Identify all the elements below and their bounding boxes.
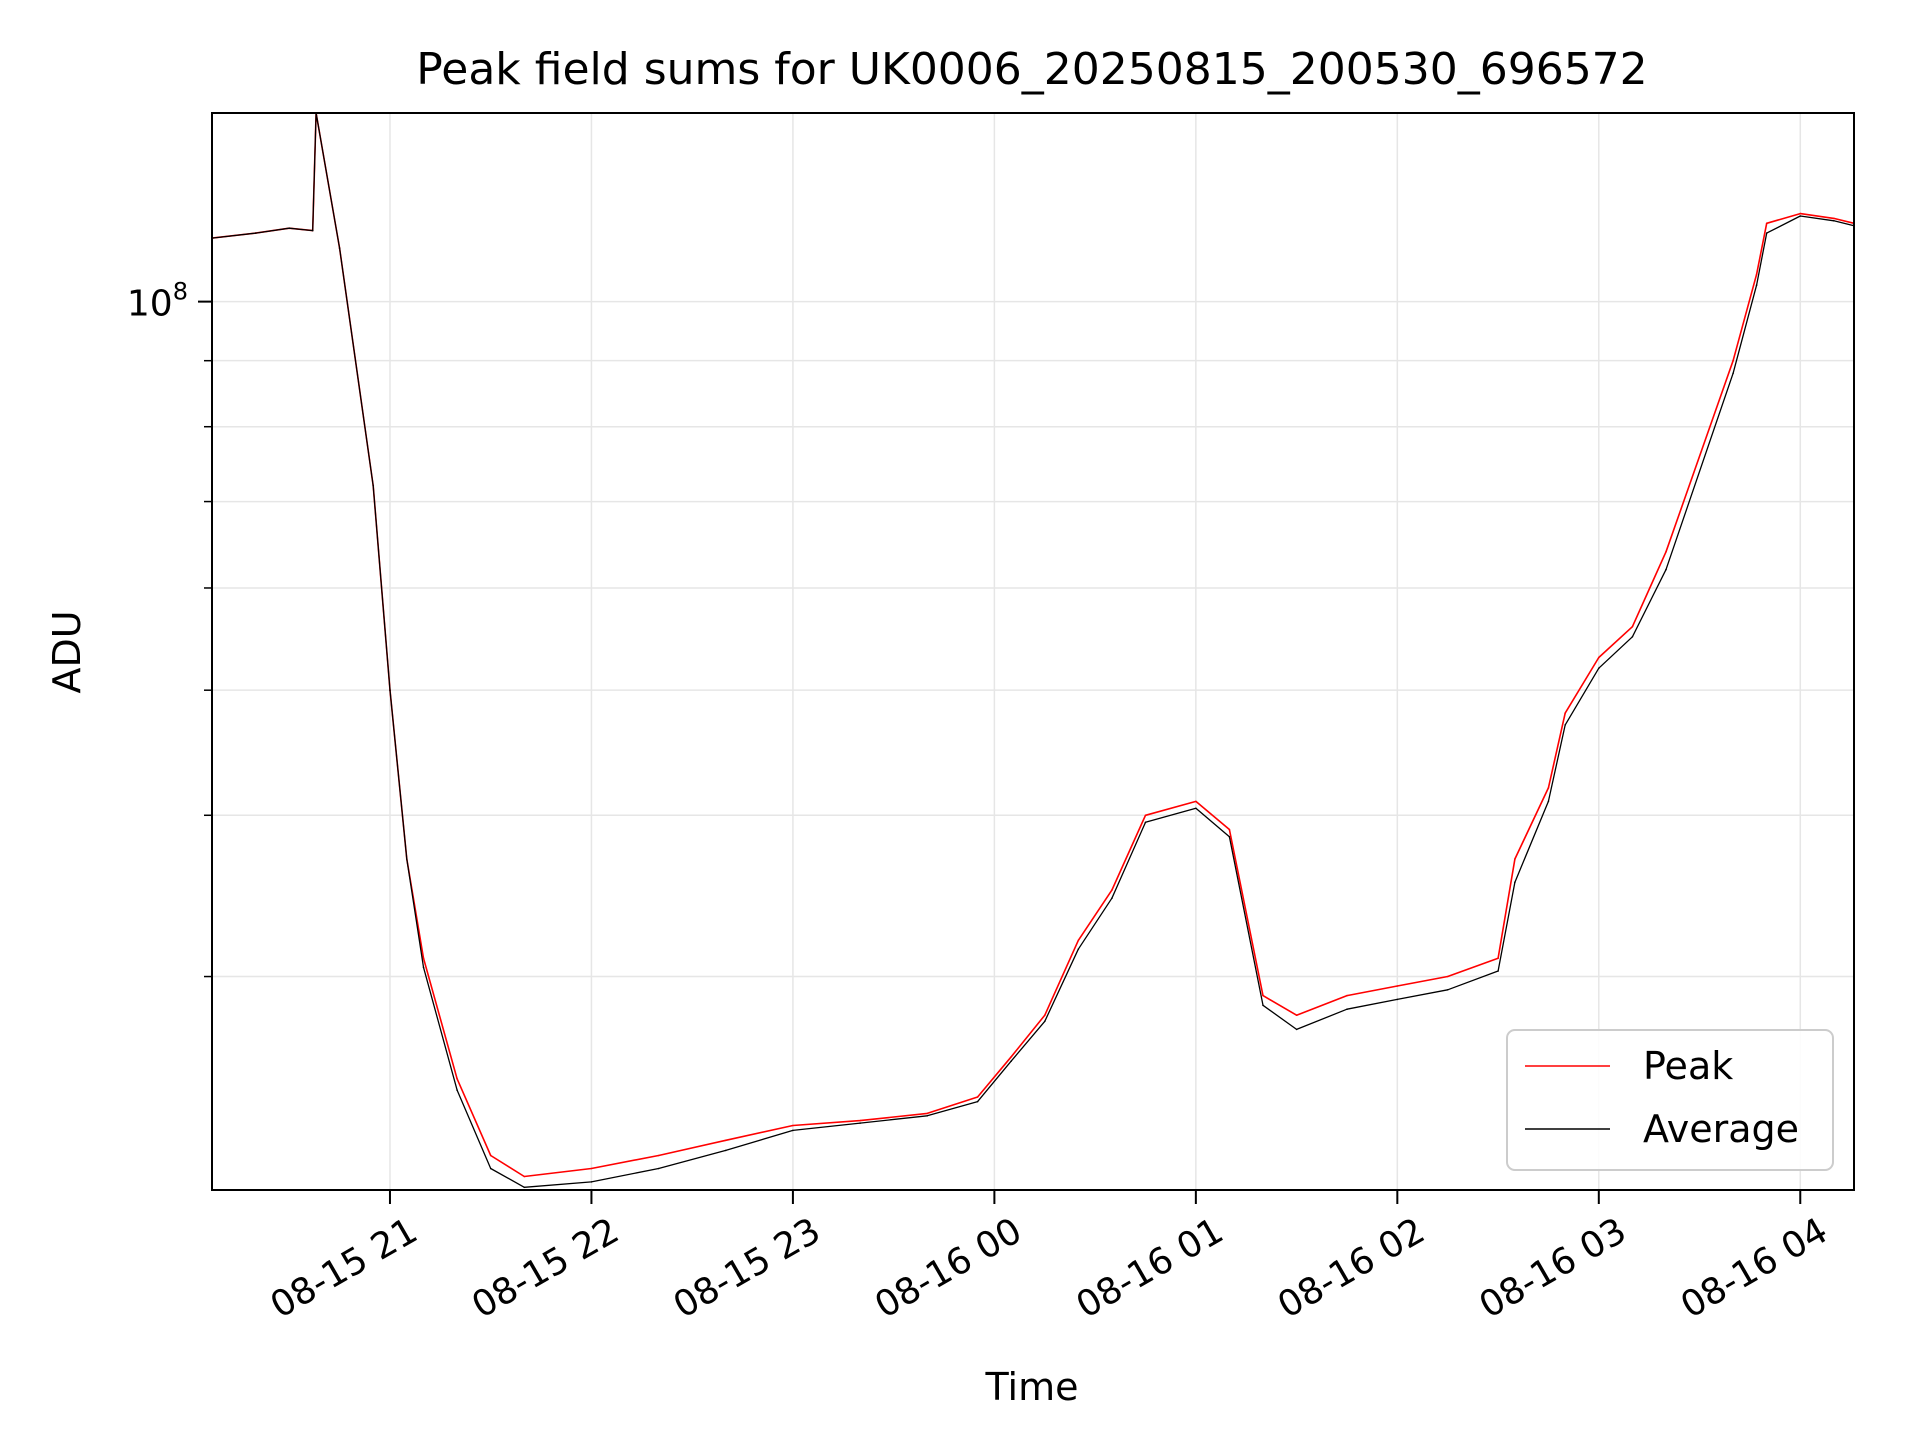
series-point-average [657,1167,660,1170]
series-point-peak [792,1124,794,1127]
series-point-average [1799,215,1802,217]
series-point-average [1111,897,1113,899]
series-point-average [1262,1004,1264,1007]
series-point-average [1732,372,1734,375]
series-point-peak [456,1078,458,1080]
series-point-average [926,1115,928,1117]
series-point-peak [1514,858,1516,860]
series-point-average [1514,881,1516,883]
series-point-average [1598,667,1600,669]
series-point-average [725,1149,727,1152]
grid [212,113,1854,1190]
series-point-average [1044,1020,1046,1023]
series-point-average [1765,232,1768,234]
series-point-peak [1732,359,1734,362]
series-point-peak [1144,814,1147,817]
series-point-average [1228,835,1231,838]
series-point-peak [1346,994,1348,997]
series-point-average [389,689,391,691]
legend-peak-label: Peak [1643,1044,1733,1088]
series-point-peak [976,1096,979,1098]
series-point-average [1010,1060,1012,1062]
plot-frame [211,112,1855,1191]
series-point-average [1547,800,1550,803]
series-point-average [406,858,408,860]
series-point-average [422,966,425,969]
series-layer [211,112,1855,1189]
series-point-peak [657,1154,660,1157]
series-point-peak [1799,212,1802,215]
legend-average-label: Average [1643,1107,1799,1151]
series-point-peak [1111,889,1113,891]
series-point-average [590,1181,593,1183]
series-point-average [1195,807,1197,810]
series-point-average [859,1122,861,1124]
series-point-peak [1564,712,1566,714]
series-point-peak [859,1119,861,1122]
series-point-peak [1396,985,1399,987]
series-point-average [1144,821,1147,824]
series-point-peak [422,957,425,959]
series-point-peak [1755,273,1758,276]
series-point-average [1497,970,1499,972]
chart-title: Peak field sums for UK0006_20250815_2005… [416,44,1647,95]
series-point-peak [489,1154,492,1157]
series-point-peak [590,1167,593,1170]
series-point-average [976,1100,979,1103]
legend: Peak Average [1506,1029,1834,1171]
series-point-peak [1228,828,1231,831]
series-point-peak [1765,222,1768,225]
series-point-average [1631,636,1634,638]
series-point-average [311,229,314,232]
series-point-average [792,1129,794,1132]
series-point-average [1755,284,1758,286]
series-point-peak [1195,800,1197,803]
series-point-average [1077,948,1080,950]
series-point-average [489,1167,492,1170]
y-axis-label: ADU [45,610,89,693]
series-point-peak [926,1112,928,1115]
series-point-average [288,227,291,229]
series-point-average [1564,724,1566,726]
series-point-peak [1497,957,1499,959]
y-tick-exponent: 8 [173,278,188,306]
series-point-average [1396,998,1399,1001]
series-point-peak [1665,551,1667,553]
series-point-average [1346,1008,1348,1010]
series-point-peak [1044,1014,1046,1016]
legend-box [1506,1029,1834,1171]
series-point-peak [725,1139,727,1142]
series-point-peak [1631,625,1634,628]
series-point-average [523,1186,526,1189]
series-point-average [254,232,257,234]
series-point-peak [1446,975,1449,978]
series-point-peak [523,1175,526,1178]
series-point-average [1665,568,1667,571]
series-point-average [372,485,375,487]
series-point-average [1446,989,1449,991]
series-point-peak [1295,1014,1298,1016]
series-point-peak [1833,217,1835,220]
series-point-peak [1010,1056,1012,1058]
series-point-peak [1547,787,1550,789]
series-point-average [1295,1028,1298,1031]
series-point-average [456,1089,458,1091]
series-point-peak [1598,656,1600,659]
series-point-average [338,247,341,249]
series-point-peak [1262,994,1264,997]
series-point-average [1833,220,1835,222]
x-axis-label: Time [985,1365,1079,1409]
series-point-peak [1077,939,1080,942]
